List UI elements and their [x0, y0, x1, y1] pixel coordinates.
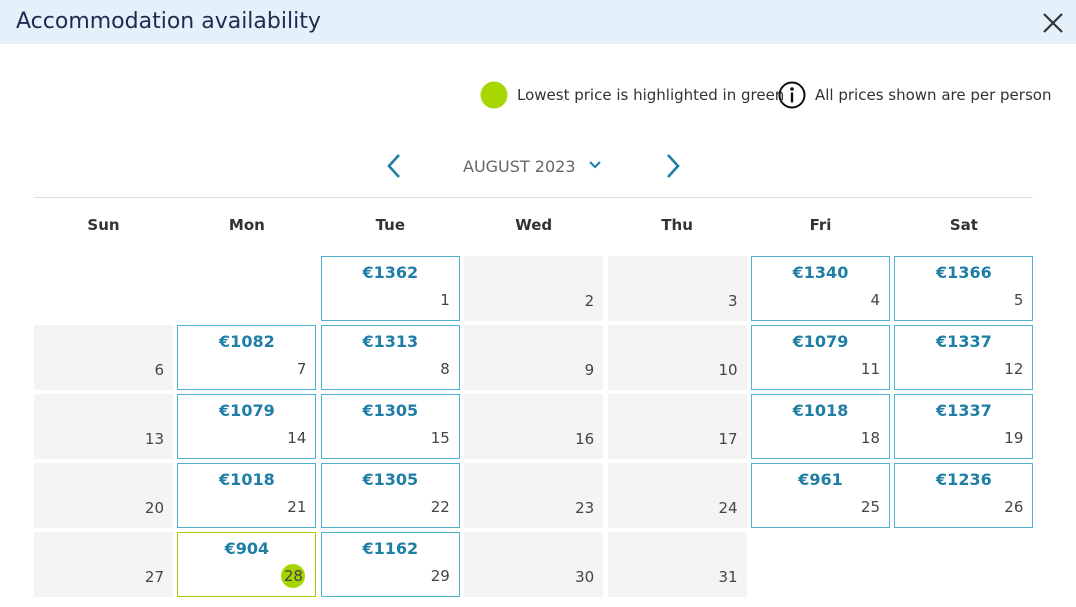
price-label: €1340 [792, 263, 849, 282]
weekday-label: Thu [661, 216, 693, 234]
day-cell: 10 [607, 325, 747, 390]
day-number: 25 [860, 498, 880, 516]
price-label: €1079 [219, 401, 275, 420]
day-number: 31 [718, 568, 738, 586]
day-cell[interactable]: €1162 29 [320, 532, 460, 597]
day-cell: 24 [607, 463, 747, 528]
day-number: 16 [575, 430, 595, 448]
day-number: 15 [430, 429, 450, 447]
price-label: €1018 [219, 470, 275, 489]
price-label: €1366 [936, 263, 992, 282]
day-number: 12 [1004, 360, 1024, 378]
day-number: 26 [1004, 498, 1024, 516]
close-button[interactable] [1042, 12, 1064, 34]
header [0, 0, 1076, 44]
weekday-label: Sat [949, 216, 978, 234]
green-dot-icon [480, 81, 508, 109]
day-cell[interactable]: €1366 5 [894, 256, 1034, 321]
day-cell[interactable]: €1305 22 [320, 463, 460, 528]
day-cell: 20 [34, 463, 173, 528]
day-cell[interactable]: €1082 7 [177, 325, 317, 390]
day-number: 19 [1004, 429, 1024, 447]
day-cell: 3 [607, 256, 747, 321]
day-number: 9 [584, 361, 595, 379]
day-number: 29 [430, 567, 450, 585]
day-number: 8 [440, 360, 450, 378]
legend-per-person: All prices shown are per person [815, 86, 1052, 104]
day-cell[interactable]: €1018 18 [751, 394, 890, 459]
day-cell: 27 [34, 532, 173, 597]
day-cell: 6 [34, 325, 173, 390]
weekday-label: Sun [87, 216, 120, 234]
day-number: 20 [144, 499, 164, 517]
day-cell[interactable]: €1018 21 [177, 463, 317, 528]
day-cell[interactable]: €1337 19 [894, 394, 1034, 459]
price-label: €1337 [936, 401, 992, 420]
day-cell: 2 [464, 256, 604, 321]
day-number: 28 [281, 564, 306, 588]
day-cell: 30 [464, 532, 604, 597]
weekday-label: Fri [809, 216, 832, 234]
price-label: €1337 [936, 332, 992, 351]
price-label: €1362 [362, 263, 419, 282]
price-label: €1305 [362, 401, 419, 420]
dialog-title: Accommodation availability [16, 9, 321, 34]
price-label: €1082 [219, 332, 275, 351]
day-number: 23 [575, 499, 595, 517]
day-number: 6 [154, 361, 164, 379]
weekday-label: Wed [515, 216, 553, 234]
price-label: €961 [798, 470, 843, 489]
price-label: €1236 [936, 470, 992, 489]
day-number: 13 [144, 430, 164, 448]
divider [34, 197, 1033, 198]
info-icon [778, 81, 806, 109]
day-cell[interactable]: €1305 15 [320, 394, 460, 459]
day-number: 5 [1013, 291, 1024, 309]
day-cell[interactable]: €1337 12 [894, 325, 1034, 390]
prev-month[interactable] [385, 153, 403, 179]
day-number: 7 [296, 360, 307, 378]
month-dropdown[interactable] [588, 160, 602, 170]
day-number: 27 [144, 568, 164, 586]
day-number: 4 [870, 291, 880, 309]
day-number: 11 [860, 360, 880, 378]
day-number: 3 [728, 292, 738, 310]
weekday-label: Tue [375, 216, 406, 234]
price-label: €1162 [362, 539, 419, 558]
day-cell[interactable]: €1079 11 [751, 325, 890, 390]
day-cell: 9 [464, 325, 604, 390]
price-label: €904 [224, 539, 270, 558]
day-cell[interactable]: €1079 14 [177, 394, 317, 459]
day-number: 21 [287, 498, 307, 516]
day-number: 1 [440, 291, 450, 309]
day-cell[interactable]: €1340 4 [751, 256, 890, 321]
legend-lowest: Lowest price is highlighted in green [517, 86, 785, 104]
day-number: 22 [430, 498, 450, 516]
price-label: €1305 [362, 470, 419, 489]
next-month[interactable] [664, 153, 682, 179]
day-cell[interactable]: €1362 1 [320, 256, 460, 321]
price-label: €1018 [792, 401, 849, 420]
day-number: 30 [575, 568, 595, 586]
day-number: 14 [287, 429, 307, 447]
day-number: 24 [718, 499, 738, 517]
day-cell: 16 [464, 394, 604, 459]
price-label: €1079 [792, 332, 849, 351]
day-cell: 17 [607, 394, 747, 459]
day-number: 2 [584, 292, 595, 310]
day-cell: 23 [464, 463, 604, 528]
day-cell[interactable]: €904 28 [177, 532, 317, 597]
day-cell: 13 [34, 394, 173, 459]
month-label[interactable]: AUGUST 2023 [463, 157, 576, 176]
price-label: €1313 [362, 332, 419, 351]
weekday-label: Mon [228, 216, 265, 234]
day-number: 10 [718, 361, 738, 379]
day-number: 17 [718, 430, 738, 448]
day-cell[interactable]: €1313 8 [320, 325, 460, 390]
day-cell[interactable]: €961 25 [751, 463, 890, 528]
day-cell: 31 [607, 532, 747, 597]
day-cell[interactable]: €1236 26 [894, 463, 1034, 528]
day-number: 18 [860, 429, 880, 447]
